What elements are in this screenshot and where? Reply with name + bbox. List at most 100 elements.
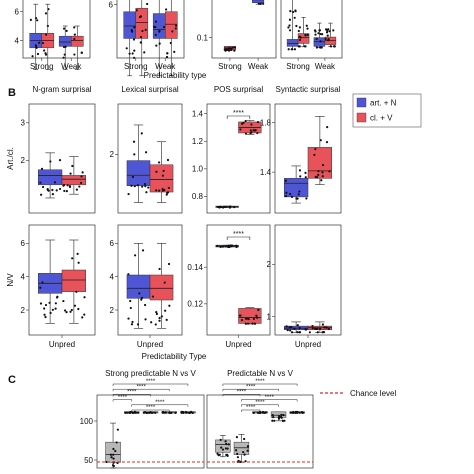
panel-a-box-blue-point: [262, 2, 265, 5]
panel-a-box-red: [70, 35, 84, 47]
panel-b-box-red-point: [253, 322, 257, 325]
panel-b-box-blue-point: [219, 205, 223, 209]
panel-b-box-red-point: [151, 295, 155, 298]
panel-b-tick-label: 1.4: [192, 109, 204, 118]
panel-a-box-red-point: [139, 35, 143, 39]
panel-a-box-red-point: [326, 34, 329, 37]
panel-b-box-red-point: [313, 327, 317, 330]
panel-b-box-blue-point: [51, 192, 54, 196]
panel-b-tick-label: 2: [21, 156, 26, 165]
panel-b-box-red-point: [326, 126, 329, 129]
panel-b-box-red-point: [79, 181, 83, 184]
panel-b-box-red-point: [83, 313, 86, 316]
panel-b-box-red-point: [155, 311, 158, 314]
panel-c-sig-label: ****: [118, 395, 128, 401]
panel-c-box-point: [273, 419, 276, 422]
panel-b-box-blue-point: [41, 185, 45, 189]
panel-a-box-blue-point: [154, 20, 158, 23]
panel-a-box-red-point: [328, 30, 331, 33]
panel-a-box-red-point: [297, 45, 300, 48]
panel-b-box-red-point: [158, 316, 161, 320]
panel-a-box-blue-point: [293, 16, 296, 19]
panel-a-box-red-point: [327, 28, 330, 31]
panel-b-box-red-point: [314, 147, 317, 151]
panel-c-title: Predictable N vs V: [227, 369, 293, 378]
panel-b-box-red-point: [154, 323, 157, 326]
panel-a-box-red-point: [303, 45, 306, 48]
panel-b-box-red-point: [158, 267, 161, 271]
panel-b-tick-label: 4: [110, 272, 115, 281]
panel-b-box-red: [149, 274, 174, 301]
panel-b-title: N-gram surprisal: [32, 85, 91, 94]
panel-c-box-point: [224, 440, 227, 443]
panel-c-sig-bracket: [241, 409, 261, 412]
panel-b-box-blue-point: [46, 187, 49, 191]
panel-a-tick-label: 4: [15, 36, 20, 45]
panel-a-box-blue: [123, 11, 137, 39]
panel-b-box-blue-point: [141, 249, 145, 252]
panel-b-box-red-point: [308, 331, 311, 334]
panel-a-box-blue-point: [131, 52, 134, 55]
panel-b-box-blue-point: [140, 132, 143, 135]
panel-a-box-blue-point: [319, 46, 323, 49]
panel-b-box-blue-point: [289, 329, 292, 332]
panel-a-box-blue-point: [287, 26, 290, 29]
panel-b-tick-label: 0.8: [192, 192, 204, 201]
panel-a-box-red-point: [173, 50, 176, 53]
panel-a-box-blue-point: [62, 45, 66, 49]
panel-a-box-red-point: [169, 41, 172, 45]
panel-b-box-blue-point: [304, 171, 307, 174]
panel-b-box-red-point: [165, 193, 168, 196]
panel-a-box-red-point: [298, 38, 302, 42]
panel-b-tick-label: 0.12: [187, 300, 203, 309]
panel-c-box-point: [111, 464, 115, 467]
panel-b-box-blue-point: [127, 317, 130, 320]
panel-c-box-point: [110, 456, 113, 459]
panel-c-sig-bracket: [222, 394, 261, 397]
legend-swatch-red: [356, 112, 367, 123]
panel-b-box-red-point: [158, 189, 161, 192]
panel-c-sig-bracket: [112, 388, 170, 392]
panel-b-box-red-point: [75, 290, 78, 293]
panel-c-box-point: [298, 411, 301, 414]
panel-b-box-blue-point: [145, 191, 148, 194]
panel-a-box-red-point: [233, 46, 236, 49]
panel-c-box-point: [124, 411, 127, 414]
panel-b-box-red-point: [321, 163, 325, 167]
panel-a-axes: [22, 0, 91, 59]
legend-label-red: cl. + V: [370, 114, 393, 123]
panel-a-box-blue-point: [293, 48, 297, 51]
panel-b-box-blue-point: [133, 185, 136, 188]
panel-b-box-red-point: [311, 324, 314, 328]
panel-a-box-red-point: [165, 55, 169, 59]
panel-c-box-point: [246, 445, 250, 448]
panel-b-tick-label: 0.14: [187, 263, 203, 272]
panel-c-box-point: [256, 411, 259, 414]
panel-b-box-red-point: [161, 174, 164, 177]
panel-b-box-red-point: [323, 326, 326, 329]
panel-a-box-blue-point: [36, 19, 39, 22]
panel-a-xtick-label: Strong: [286, 62, 310, 71]
panel-a-box-blue-point: [132, 56, 136, 59]
panel-b-title: POS surprisal: [214, 85, 264, 94]
panel-b-box-blue-point: [216, 244, 219, 248]
panel-b-tick-label: 3: [21, 119, 26, 128]
panel-c-box-point: [217, 453, 220, 457]
panel-b-box-red-point: [81, 316, 84, 319]
panel-b-box-blue-point: [39, 181, 42, 184]
panel-b-box-blue-point: [40, 193, 43, 196]
panel-a-box-red-point: [306, 33, 309, 36]
panel-b-box-red-point: [256, 316, 259, 319]
panel-a-xtick-label: Weak: [61, 62, 82, 71]
panel-c-sig-bracket: [131, 404, 189, 407]
panel-c-box-point: [186, 411, 190, 414]
panel-b-title: Syntactic surprisal: [276, 85, 341, 94]
panel-b-box-red-point: [155, 189, 158, 192]
panel-a-box-red-point: [139, 41, 142, 44]
panel-b-box-red-point: [63, 309, 67, 312]
panel-c-box-point: [136, 411, 140, 414]
panel-b-box-blue-point: [58, 159, 62, 162]
panel-c-box-point: [300, 410, 304, 414]
panel-b-box-red-point: [244, 317, 248, 320]
panel-b-xtick-label: Unpred: [137, 340, 163, 349]
